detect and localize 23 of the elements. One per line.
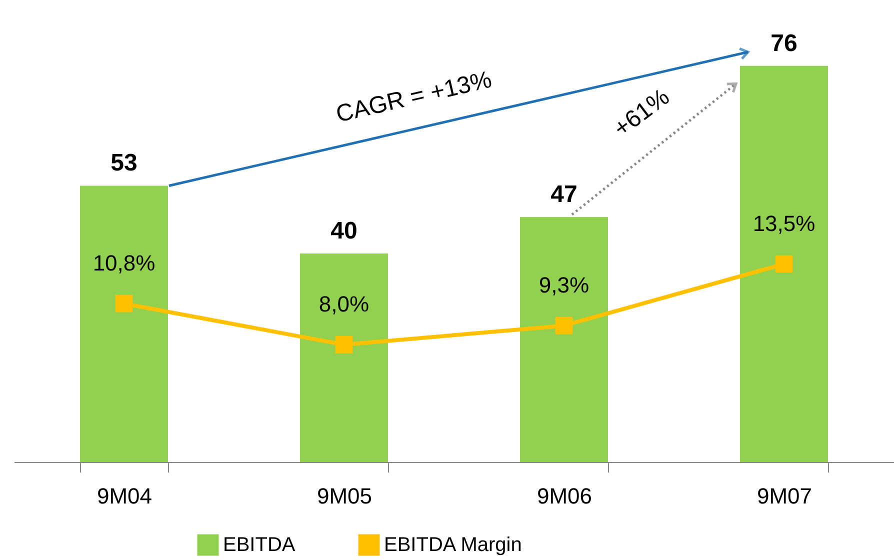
point [335, 336, 353, 354]
bar [740, 66, 828, 462]
data-label: 13,5% [752, 211, 816, 236]
x-tick-label: 9M05 [316, 484, 372, 508]
annotation: CAGR = +13% [334, 66, 494, 128]
x-tick-label: 9M04 [96, 484, 152, 508]
bar [520, 217, 608, 462]
bar [80, 186, 168, 462]
point [115, 294, 133, 312]
data-label: 53 [110, 150, 138, 177]
point [775, 255, 793, 273]
point [555, 316, 573, 334]
data-label: 40 [330, 218, 358, 245]
data-label: 76 [770, 30, 798, 57]
data-label: 9,3% [538, 272, 590, 298]
x-tick-label: 9M07 [756, 484, 812, 508]
data-label: 8,0% [318, 292, 370, 317]
x-tick-label: 9M06 [536, 484, 592, 508]
bar [300, 254, 388, 462]
data-label: 10,8% [92, 250, 156, 276]
legend-label: EBITDA [223, 534, 296, 556]
data-label: 47 [550, 181, 578, 208]
legend-label: EBITDA Margin [384, 534, 522, 556]
